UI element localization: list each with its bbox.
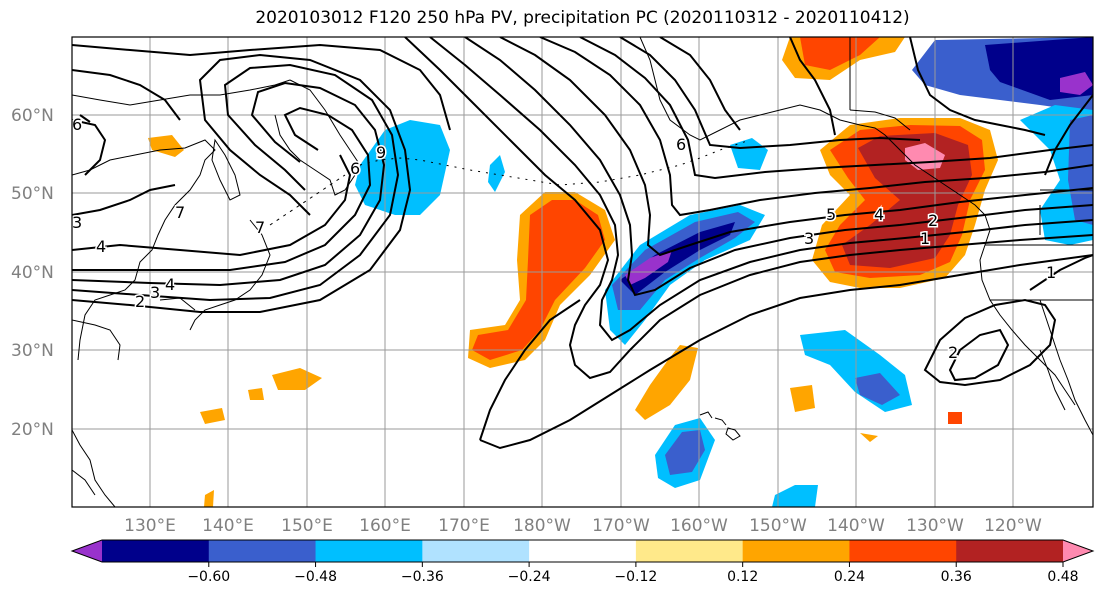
lon-label: 150°W <box>749 516 807 536</box>
contour-label: 2 <box>135 292 145 311</box>
precip-positive-region <box>948 412 962 424</box>
precip-positive-region <box>472 200 605 360</box>
pv-contours <box>72 37 1093 450</box>
precip-positive-region <box>248 388 264 400</box>
contour-label: 6 <box>350 159 360 178</box>
contour-label: 2 <box>948 343 958 362</box>
lon-label: 120°W <box>984 516 1042 536</box>
colorbar-extend-high <box>1063 540 1093 562</box>
contour-label: 1 <box>1046 263 1056 282</box>
lat-label: 20°N <box>11 420 54 440</box>
precip-negative-region <box>1060 72 1093 95</box>
map-frame <box>71 36 1094 508</box>
lon-label: 170°E <box>438 516 490 536</box>
contour-label: 1 <box>920 229 930 248</box>
colorbar-segment <box>315 540 423 562</box>
precip-negative-region <box>1068 115 1093 225</box>
lon-label: 130°W <box>906 516 964 536</box>
precip-negative-region <box>625 250 672 285</box>
contour-label: 2 <box>928 211 938 230</box>
longitude-labels: 130°E 140°E 150°E 160°E 170°E 180°W 170°… <box>124 516 1042 536</box>
colorbar-tick-label: 0.24 <box>834 569 865 585</box>
colorbar-segment <box>422 540 530 562</box>
coastlines <box>72 37 1093 507</box>
contour-label: 6 <box>72 115 82 134</box>
colorbar-tick-label: −0.24 <box>508 569 551 585</box>
precip-positive-region <box>272 368 322 390</box>
map-title: 2020103012 F120 250 hPa PV, precipitatio… <box>255 8 910 28</box>
contour-label: 4 <box>96 237 106 256</box>
colorbar-segment <box>102 540 210 562</box>
lon-label: 150°E <box>281 516 333 536</box>
contour-label: 3 <box>72 213 82 232</box>
colorbar-segment <box>742 540 850 562</box>
contour-label-group: 9 6 3 4 7 4 3 2 7 6 6 5 4 3 2 1 1 2 <box>72 114 1058 364</box>
contour-label: 4 <box>874 205 884 224</box>
contour-label: 4 <box>165 275 175 294</box>
colorbar-tick-label: −0.36 <box>401 569 444 585</box>
colorbar-tick-label: 0.12 <box>727 569 758 585</box>
colorbar-extend-low <box>72 540 102 562</box>
precip-negative-region <box>855 373 900 405</box>
contour-label: 3 <box>804 229 814 248</box>
latitude-labels: 60°N 50°N 40°N 30°N 20°N <box>11 106 54 440</box>
lat-label: 30°N <box>11 341 54 361</box>
contour-label: 9 <box>376 143 386 162</box>
contour-label: 7 <box>175 203 185 222</box>
lon-label: 160°W <box>670 516 728 536</box>
colorbar-tick-label: −0.12 <box>614 569 657 585</box>
lon-label: 140°W <box>827 516 885 536</box>
contour-label: 3 <box>150 283 160 302</box>
precip-negative-region <box>488 155 505 192</box>
colorbar-tick-label: 0.48 <box>1047 569 1078 585</box>
lon-label: 140°E <box>202 516 254 536</box>
lat-label: 50°N <box>11 184 54 204</box>
precip-positive-region <box>790 385 815 412</box>
colorbar-segment <box>529 540 637 562</box>
precip-positive-region <box>200 408 225 424</box>
colorbar-segment <box>208 540 317 562</box>
lat-label: 40°N <box>11 263 54 283</box>
precip-negative-region <box>772 485 818 507</box>
lon-label: 160°E <box>359 516 411 536</box>
colorbar-tick-label: −0.48 <box>294 569 337 585</box>
colorbar-tick-label: −0.60 <box>187 569 230 585</box>
lon-label: 170°W <box>592 516 650 536</box>
colorbar-segment <box>956 540 1064 562</box>
contour-label: 7 <box>255 218 265 237</box>
lon-label: 180°W <box>513 516 571 536</box>
colorbar-segment <box>635 540 744 562</box>
precip-positive-region <box>635 345 698 420</box>
contour-label: 6 <box>676 135 686 154</box>
precip-positive-region <box>860 433 878 442</box>
lon-label: 130°E <box>124 516 176 536</box>
colorbar-tick-label: 0.36 <box>941 569 972 585</box>
lat-label: 60°N <box>11 106 54 126</box>
precip-positive-region <box>204 490 214 507</box>
precip-positive-region <box>148 135 184 157</box>
precip-positive-region <box>800 37 880 70</box>
colorbar: −0.60 −0.48 −0.36 −0.24 −0.12 0.12 0.24 0.36 0.4… <box>70 539 1095 585</box>
graticule <box>72 37 1093 507</box>
precip-negative-region <box>665 430 705 475</box>
contour-label: 5 <box>826 205 836 224</box>
colorbar-segment <box>849 540 957 562</box>
